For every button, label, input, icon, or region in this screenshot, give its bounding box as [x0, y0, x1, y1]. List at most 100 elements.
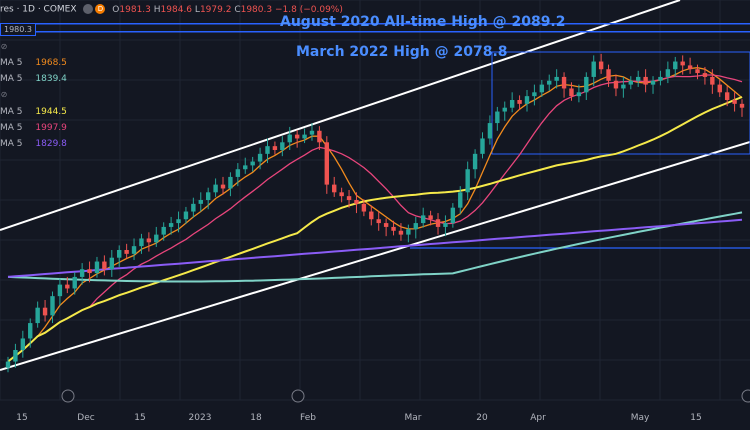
x-tick-label: 15	[690, 413, 701, 423]
candle-body	[50, 296, 55, 316]
indicator-row-2[interactable]: MA 5 1839.4	[0, 74, 67, 84]
candle-body	[576, 92, 582, 97]
candle-body	[28, 323, 33, 339]
x-tick-label: Dec	[77, 413, 94, 423]
candle-body	[146, 238, 152, 243]
candle-body	[591, 61, 596, 77]
channel-lower	[0, 141, 750, 371]
candle-body	[606, 69, 611, 81]
candle-body	[554, 76, 559, 81]
x-tick-label: 15	[16, 413, 27, 423]
candle-body	[732, 100, 737, 104]
candle-body	[42, 307, 48, 316]
delay-icon: D	[95, 4, 106, 14]
candle-body	[257, 153, 263, 162]
candle-body	[480, 138, 485, 154]
ohlc-values: O1981.3 H1984.6 L1979.2 C1980.3 −1.8 (−0…	[112, 4, 343, 15]
candle-body	[339, 192, 344, 197]
candles	[5, 53, 745, 373]
candle-body	[628, 80, 633, 85]
candle-body	[302, 134, 307, 139]
candle-body	[598, 61, 604, 70]
candle-body	[361, 203, 367, 212]
candle-body	[369, 211, 374, 220]
price-tag: 1980.3	[0, 23, 36, 36]
ma-purple-line	[7, 218, 743, 278]
candle-body	[569, 88, 574, 97]
candle-body	[228, 176, 233, 189]
candle-body	[695, 69, 700, 74]
candle-body	[450, 207, 456, 224]
hide-row[interactable]: ⊘	[0, 42, 8, 52]
symbol-label: res · 1D · COMEX	[0, 4, 77, 15]
indicator-value-4: 1997.9	[35, 123, 67, 133]
candle-body	[213, 184, 218, 193]
candle-body	[5, 361, 11, 368]
event-icon[interactable]	[741, 389, 750, 403]
candle-body	[443, 223, 448, 227]
x-tick-label: Mar	[405, 413, 422, 423]
indicator-row-3[interactable]: MA 5 1944.5	[0, 107, 67, 117]
candle-body	[198, 200, 203, 204]
candle-body	[391, 226, 396, 231]
candle-body	[294, 134, 300, 139]
candle-body	[495, 111, 500, 124]
candle-body	[658, 76, 663, 81]
candle-body	[487, 123, 493, 139]
candle-body	[168, 223, 174, 227]
candle-body	[243, 165, 248, 170]
candle-body	[406, 229, 411, 235]
candle-body	[613, 80, 619, 89]
grid	[0, 0, 750, 401]
candle-body	[383, 223, 389, 227]
candle-body	[517, 100, 522, 104]
candle-body	[509, 100, 515, 108]
candle-body	[57, 284, 63, 297]
candle-body	[280, 142, 285, 150]
annotation-mar2022: March 2022 High @ 2078.8	[296, 44, 508, 60]
candle-body	[79, 269, 85, 277]
channel-lines	[0, 0, 750, 371]
candle-body	[183, 211, 189, 220]
indicator-row-5[interactable]: MA 5 1829.8	[0, 139, 67, 149]
candle-body	[687, 65, 693, 70]
candle-body	[272, 146, 278, 150]
indicator-value-1: 1968.5	[35, 58, 67, 68]
candle-body	[413, 223, 418, 230]
indicator-value-2: 1839.4	[35, 74, 67, 84]
exchange-icon	[83, 4, 94, 14]
candle-body	[420, 215, 426, 224]
candle-body	[584, 76, 589, 93]
candle-body	[428, 215, 433, 220]
candle-body	[376, 219, 381, 224]
candle-body	[717, 84, 722, 93]
candle-body	[435, 219, 441, 227]
candle-body	[72, 276, 77, 289]
candle-body	[621, 84, 626, 89]
ma-yellow-line	[7, 96, 743, 363]
symbol-row: res · 1D · COMEX D O1981.3 H1984.6 L1979…	[0, 4, 343, 15]
candle-body	[87, 269, 92, 274]
candle-body	[702, 73, 708, 77]
candle-body	[191, 203, 196, 212]
candle-body	[636, 76, 641, 81]
candle-body	[65, 284, 70, 289]
event-icon[interactable]	[61, 389, 75, 403]
candle-body	[287, 134, 292, 143]
candle-body	[102, 261, 107, 270]
indicator-row-4[interactable]: MA 5 1997.9	[0, 123, 67, 133]
candle-body	[161, 226, 166, 235]
indicator-row-1[interactable]: MA 5 1968.5	[0, 58, 67, 68]
candle-body	[643, 76, 648, 85]
event-icon[interactable]	[291, 389, 305, 403]
annotation-aug2020: August 2020 All-time High @ 2089.2	[280, 14, 566, 30]
x-axis: 15 Dec 15 2023 18 Feb Mar 20 Apr May 15	[16, 389, 750, 423]
candle-body	[35, 307, 40, 324]
hide-row-2[interactable]: ⊘	[0, 90, 8, 100]
candle-body	[250, 161, 255, 166]
candle-body	[673, 61, 678, 70]
x-tick-label: Feb	[300, 413, 316, 423]
x-tick-label: 15	[134, 413, 145, 423]
